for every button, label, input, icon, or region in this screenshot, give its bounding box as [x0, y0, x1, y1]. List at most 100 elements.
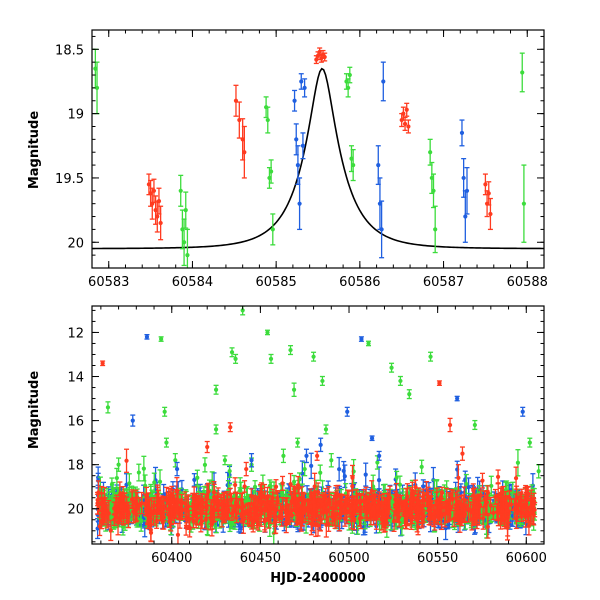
data-point — [366, 340, 372, 347]
baseline-point — [186, 509, 192, 531]
data-point — [303, 448, 309, 464]
data-point — [328, 452, 334, 468]
baseline-point — [227, 464, 233, 478]
data-point — [162, 406, 168, 417]
baseline-point — [288, 490, 294, 512]
y-tick-label: 20 — [67, 236, 84, 251]
data-point — [144, 333, 150, 340]
baseline-point — [482, 494, 488, 516]
baseline-point — [195, 494, 201, 510]
baseline-point — [202, 457, 208, 473]
data-point — [402, 116, 408, 131]
baseline-point — [174, 491, 180, 519]
data-point — [436, 380, 442, 386]
x-tick-label: 60600 — [506, 551, 547, 566]
data-point — [350, 148, 356, 182]
baseline-point — [495, 469, 501, 485]
data-point — [151, 178, 157, 204]
baseline-point — [268, 502, 274, 524]
top-panel-data — [92, 47, 544, 268]
bottom-panel: Magnitude HJD-2400000 60400 60450 60500 605… — [27, 305, 547, 586]
data-point — [459, 446, 465, 461]
data-point — [323, 424, 329, 435]
top-panel-y-axis-label: Magnitude — [27, 111, 42, 190]
baseline-point — [456, 495, 462, 510]
baseline-point — [430, 503, 436, 524]
data-point — [431, 173, 437, 209]
y-tick-label: 19 — [67, 108, 84, 123]
baseline-point — [371, 494, 377, 518]
baseline-point — [100, 498, 106, 514]
data-point — [314, 450, 320, 461]
data-point — [459, 119, 465, 147]
data-point — [487, 197, 493, 231]
baseline-point — [214, 492, 220, 509]
data-point — [521, 164, 527, 243]
baseline-point — [401, 501, 407, 517]
baseline-point — [355, 492, 361, 513]
baseline-point — [136, 463, 142, 482]
baseline-point — [280, 475, 286, 491]
model-curve — [92, 67, 544, 250]
data-point — [178, 174, 184, 207]
baseline-point — [280, 496, 286, 518]
data-point — [116, 457, 122, 472]
data-point — [233, 353, 239, 364]
baseline-point — [242, 480, 248, 493]
baseline-point — [339, 493, 345, 515]
baseline-point — [160, 504, 166, 520]
baseline-point — [113, 506, 119, 524]
baseline-point — [199, 513, 205, 530]
data-point — [288, 345, 294, 356]
data-point — [213, 384, 219, 395]
baseline-point — [296, 497, 302, 514]
baseline-point — [342, 510, 348, 527]
baseline-point — [455, 464, 461, 492]
data-point — [183, 191, 189, 229]
data-point — [236, 101, 242, 139]
baseline-point — [167, 494, 173, 511]
baseline-point — [295, 475, 301, 495]
baseline-point — [326, 491, 332, 518]
data-point — [249, 452, 255, 468]
baseline-point — [194, 469, 200, 486]
data-point — [486, 181, 492, 206]
y-tick-label: 12 — [67, 326, 84, 341]
data-point — [347, 66, 353, 84]
baseline-point — [445, 501, 451, 523]
baseline-point — [459, 513, 465, 527]
data-point — [291, 382, 297, 398]
baseline-point — [179, 493, 185, 510]
baseline-point — [133, 489, 139, 515]
baseline-point — [349, 500, 355, 518]
baseline-point — [490, 505, 496, 521]
data-point — [280, 448, 286, 464]
data-point — [158, 336, 164, 342]
data-point — [389, 362, 395, 373]
baseline-point — [257, 491, 263, 512]
data-point — [264, 329, 270, 336]
baseline-point — [305, 500, 311, 520]
baseline-point — [448, 493, 454, 520]
baseline-point — [329, 506, 335, 522]
data-point — [376, 450, 382, 461]
data-point — [184, 228, 190, 268]
bottom-panel-frame — [91, 305, 545, 545]
baseline-point — [505, 502, 511, 519]
data-point — [172, 452, 178, 468]
baseline-point — [524, 486, 530, 509]
data-point — [344, 406, 350, 417]
baseline-point — [405, 503, 411, 527]
baseline-point — [118, 509, 124, 523]
baseline-point — [194, 512, 200, 525]
baseline-point — [465, 495, 471, 523]
data-point — [447, 417, 453, 433]
data-point — [268, 353, 274, 364]
bottom-panel-y-axis-label: Magnitude — [27, 371, 42, 450]
baseline-point — [427, 503, 433, 521]
y-tick-label: 16 — [67, 415, 84, 430]
y-tick-label: 19.5 — [55, 172, 84, 187]
data-point — [404, 102, 410, 117]
baseline-point — [385, 504, 391, 519]
baseline-point — [263, 498, 269, 513]
